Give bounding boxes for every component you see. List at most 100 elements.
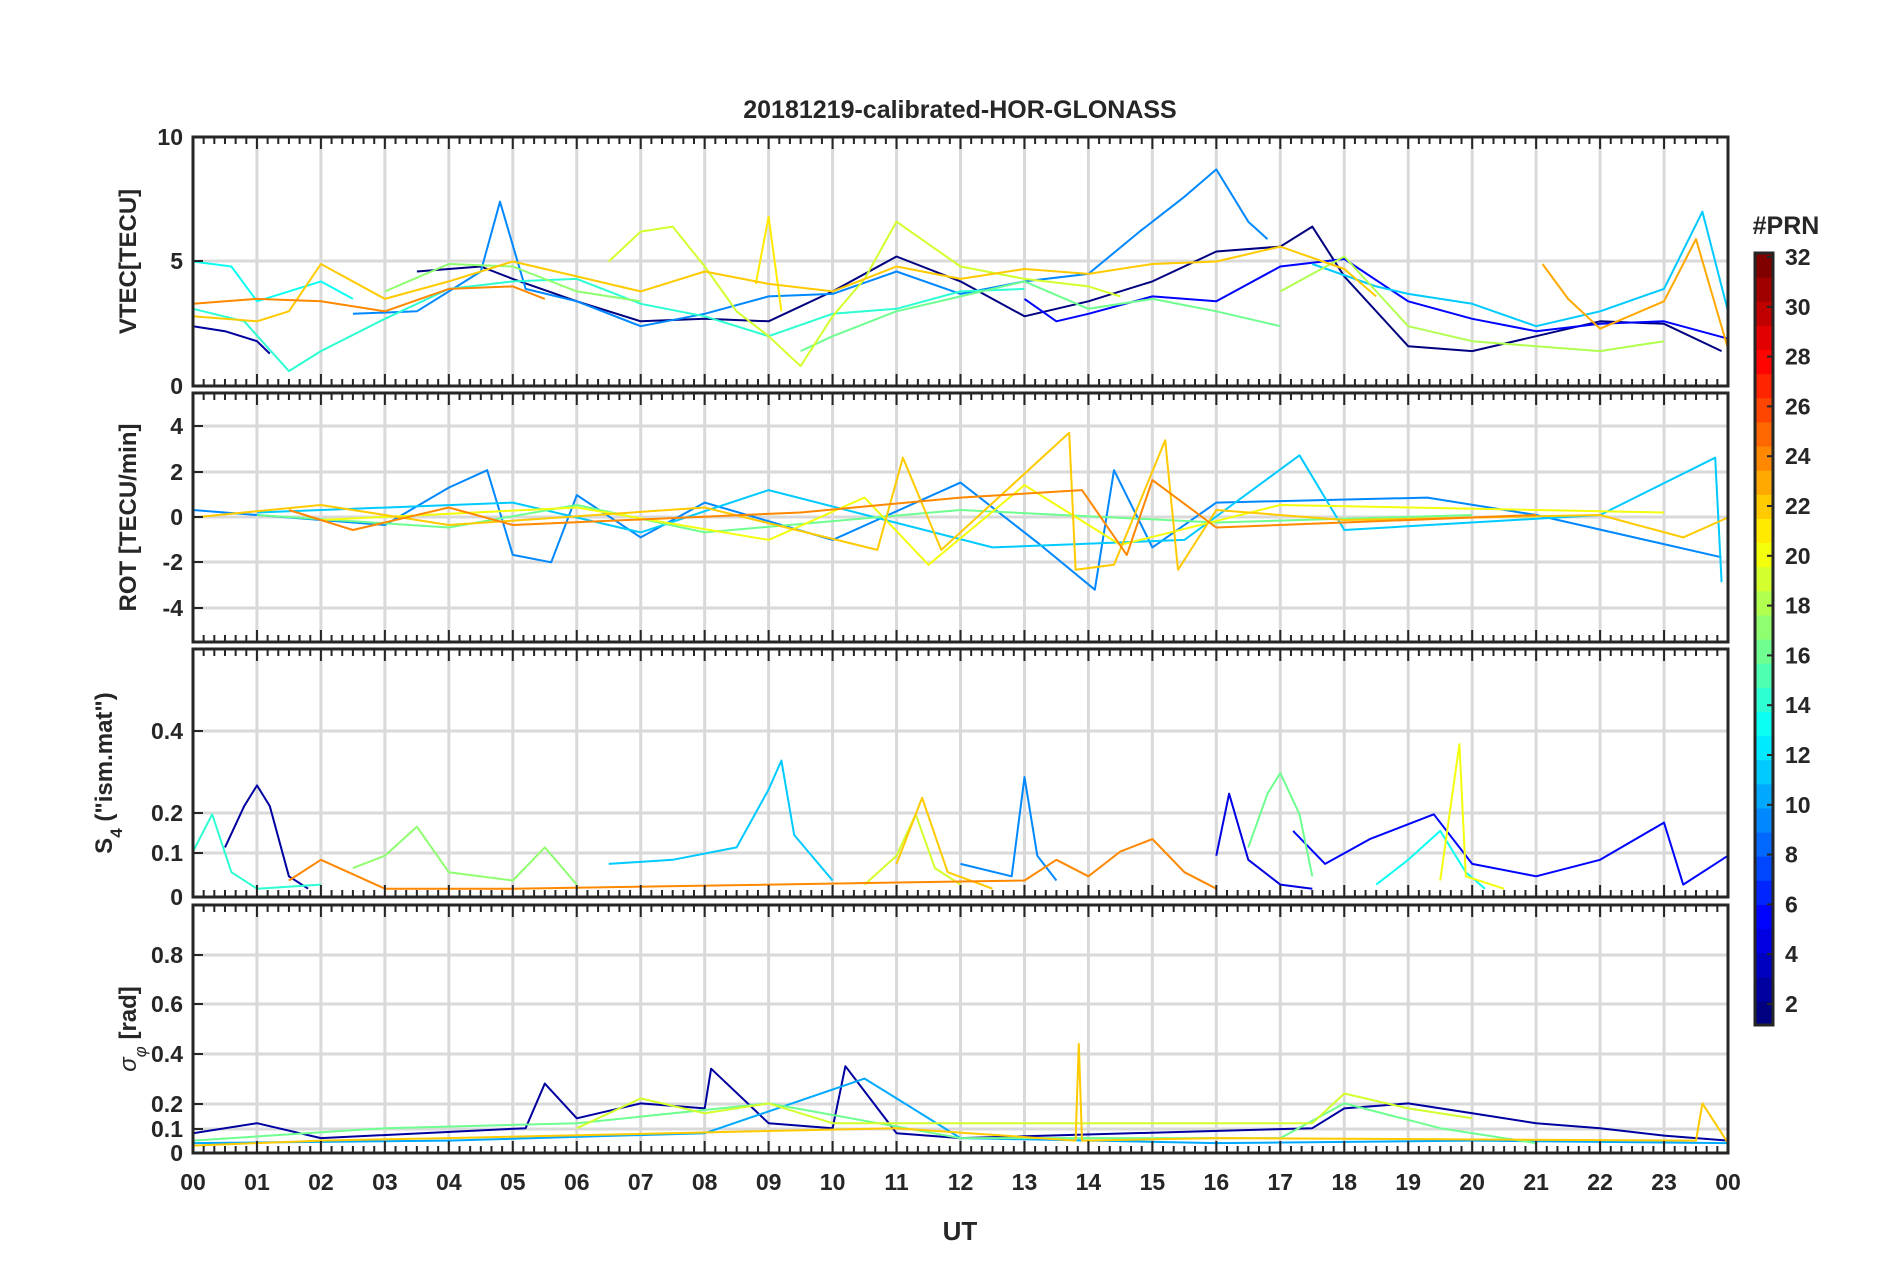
colorbar-tick-label: 16 [1785,642,1811,668]
colorbar-tick-label: 20 [1785,543,1811,569]
series-prn-22 [192,1042,1729,1147]
y-tick-label: 0 [170,884,183,910]
x-tick-label: 23 [1651,1169,1677,1195]
series-prn-19 [608,220,1121,368]
colorbar-band [1755,976,1773,1002]
y-tick-label: 5 [170,248,183,274]
x-tick-label: 19 [1395,1169,1421,1195]
series-prn-17 [384,263,641,303]
series-prn-2 [224,784,309,890]
series-prn-13 [192,260,354,303]
series-prn-2 [192,325,271,355]
colorbar-band [1755,542,1773,568]
series-prn-11 [256,454,1723,583]
y-tick-label: 10 [157,124,183,150]
x-tick-label: 06 [564,1169,590,1195]
colorbar-band [1755,759,1773,785]
colorbar-tick-label: 14 [1785,692,1811,718]
series-prn-17 [352,825,578,886]
colorbar-band [1755,446,1773,471]
colorbar-band [1755,663,1773,688]
x-tick-label: 05 [500,1169,526,1195]
colorbar-tick-label: 28 [1785,344,1811,370]
colorbar-band [1755,832,1773,857]
colorbar-tick-label: 30 [1785,294,1811,320]
colorbar-tick-label: 10 [1785,792,1811,818]
colorbar-band [1755,1000,1773,1026]
colorbar-tick-label: 2 [1785,991,1798,1017]
colorbar-tick-label: 22 [1785,493,1811,519]
x-tick-label: 03 [372,1169,398,1195]
colorbar-tick-label: 12 [1785,742,1811,768]
series-group [192,1042,1729,1147]
colorbar-band [1755,566,1773,592]
series-prn-1 [416,225,1723,353]
y-axis-label: S4 ("ism.mat") [91,692,126,854]
colorbar-band [1755,928,1773,954]
colorbar-tick-label: 24 [1785,443,1811,469]
x-tick-label: 08 [692,1169,718,1195]
x-tick-label: 09 [756,1169,782,1195]
colorbar-band [1755,639,1773,664]
series-prn-18 [1279,255,1665,353]
y-tick-label: 0.1 [151,1116,183,1142]
x-tick-label: 07 [628,1169,654,1195]
x-tick-label: 17 [1267,1169,1293,1195]
series-prn-14 [192,277,1025,373]
colorbar-band [1755,783,1773,809]
series-prn-11 [608,759,834,882]
series-prn-5 [1292,813,1729,886]
minor-ticks [192,649,1729,897]
colorbar-band [1755,277,1773,302]
x-axis-label: UT [943,1216,978,1246]
series-prn-9 [960,776,1058,882]
colorbar-band [1755,421,1773,447]
grid [191,905,1730,1155]
series-prn-19 [576,1092,1473,1130]
colorbar-band [1755,518,1773,544]
colorbar-band [1755,807,1773,833]
panel-3: 00.10.2 0.4 0.6 0.8σφ [rad] [115,903,1730,1166]
x-tick-label: 00 [1715,1169,1741,1195]
x-tick-label: 00 [180,1169,206,1195]
y-tick-label: 4 [170,413,183,439]
colorbar-band [1755,856,1773,881]
series-prn-4 [1215,792,1313,890]
panel-1: -4 -2 0 2 4 ROT [TECU/min] [115,391,1730,644]
y-tick-label: 0.6 [151,991,183,1017]
series-prn-20 [320,484,1665,566]
panel-2: 0 0.1 0.2 0.4 S4 ("ism.mat") [91,647,1730,910]
colorbar-band [1755,349,1773,375]
colorbar-band [1755,301,1773,326]
y-tick-label: 0.1 [151,840,183,866]
y-tick-label: -4 [163,595,184,621]
colorbar-band [1755,373,1773,399]
x-tick-label: 13 [1012,1169,1038,1195]
colorbar-tick-label: 26 [1785,393,1811,419]
y-tick-label: 0.4 [151,1041,183,1067]
minor-ticks [192,137,1729,386]
y-axis-label: σφ [rad] [115,986,150,1072]
x-tick-label: 14 [1076,1169,1102,1195]
series-prn-5 [1023,258,1729,340]
y-axis-label: ROT [TECU/min] [115,424,142,612]
series-prn-20 [1439,743,1505,890]
colorbar-band [1755,590,1773,616]
y-axis-label: VTEC[TECU] [115,189,142,334]
series-prn-21 [754,215,783,312]
grid [191,135,1730,388]
series-prn-14 [192,813,321,890]
x-tick-label: 02 [308,1169,334,1195]
colorbar-tick-label: 18 [1785,593,1811,619]
colorbar-tick-label: 4 [1785,941,1798,967]
x-tick-label: 01 [244,1169,270,1195]
series-prn-2 [192,1065,1729,1142]
x-tick-label: 11 [884,1169,909,1195]
y-tick-label: -2 [163,549,183,575]
y-tick-label: 0 [170,504,183,530]
minor-ticks [192,905,1729,1153]
x-tick-label: 04 [436,1169,462,1195]
chart-title: 20181219-calibrated-HOR-GLONASS [743,96,1176,124]
colorbar-band [1755,735,1773,761]
x-tick-label: 15 [1140,1169,1166,1195]
